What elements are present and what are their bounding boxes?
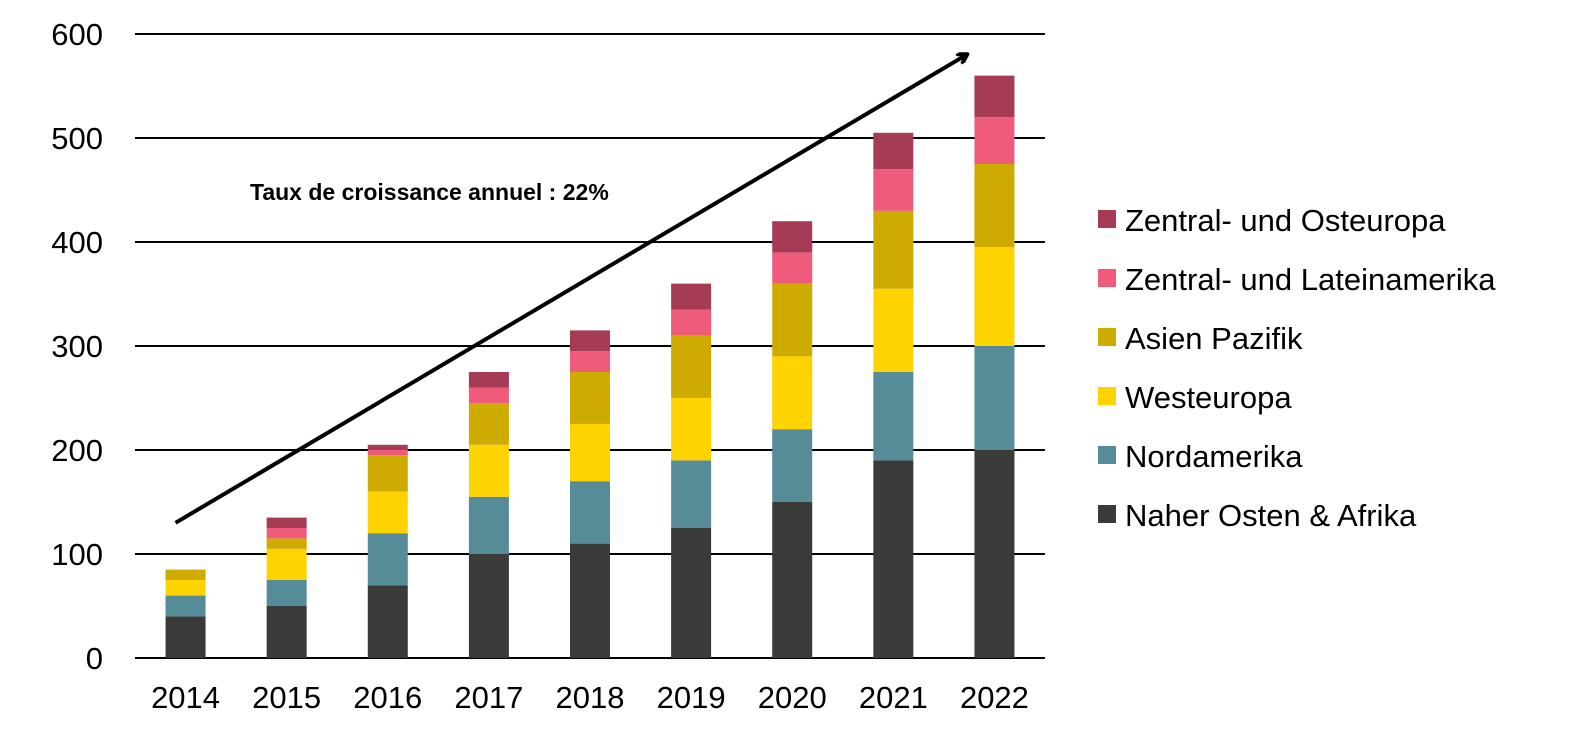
bars	[165, 75, 1015, 658]
legend-swatch	[1098, 505, 1116, 523]
legend-label: Westeuropa	[1125, 380, 1292, 415]
y-tick-label: 300	[51, 329, 103, 364]
bar-segment	[974, 117, 1015, 164]
bar-segment	[570, 372, 610, 424]
legend-swatch	[1098, 328, 1116, 346]
legend-swatch	[1098, 269, 1116, 287]
bar-segment	[165, 569, 206, 580]
bar-segment	[266, 548, 307, 580]
bar-segment	[367, 585, 408, 658]
bar-segment	[671, 283, 712, 310]
bar-segment	[671, 528, 712, 658]
bar-segment	[873, 210, 914, 289]
x-tick-label: 2022	[960, 680, 1029, 715]
y-tick-label: 100	[51, 537, 103, 572]
legend: Zentral- und Osteuropa Zentral- und Latei…	[1098, 203, 1496, 533]
bar-segment	[367, 450, 408, 456]
bar-segment	[671, 335, 712, 398]
bar-segment	[165, 580, 206, 596]
bar-segment	[367, 444, 408, 450]
legend-swatch	[1098, 387, 1116, 405]
x-tick-label: 2019	[657, 680, 726, 715]
bar-segment	[570, 330, 610, 352]
x-tick-label: 2020	[758, 680, 827, 715]
legend-swatch	[1098, 446, 1116, 464]
bar-segment	[266, 580, 307, 606]
y-tick-label: 200	[51, 433, 103, 468]
bar-segment	[468, 403, 509, 445]
bar-segment	[772, 502, 813, 658]
bar-segment	[772, 356, 813, 430]
bar-segment	[772, 252, 813, 284]
bar-segment	[974, 164, 1015, 248]
bar-segment	[772, 429, 813, 502]
y-tick-label: 500	[51, 121, 103, 156]
bar-segment	[266, 528, 307, 539]
legend-label: Asien Pazifik	[1125, 321, 1303, 356]
bar-segment	[468, 387, 509, 404]
legend-label: Zentral- und Lateinamerika	[1125, 262, 1496, 297]
bar-segment	[570, 424, 610, 482]
bar-segment	[468, 554, 509, 658]
trend-arrow	[174, 55, 967, 525]
x-tick-label: 2017	[454, 680, 523, 715]
bar-segment	[468, 372, 509, 388]
legend-swatch	[1098, 210, 1116, 228]
x-tick-label: 2021	[859, 680, 928, 715]
y-tick-label: 400	[51, 225, 103, 260]
bar-segment	[772, 221, 813, 253]
bar-segment	[671, 309, 712, 336]
bar-segment	[266, 606, 307, 658]
legend-label: Zentral- und Osteuropa	[1125, 203, 1446, 238]
bar-segment	[873, 132, 914, 170]
bar-segment	[671, 460, 712, 528]
bar-segment	[974, 346, 1015, 450]
growth-annotation: Taux de croissance annuel : 22%	[250, 179, 609, 205]
x-tick-label: 2014	[151, 680, 220, 715]
bar-segment	[570, 481, 610, 544]
x-axis: 2014 2015 2016 2017 2018 2019 2020 2021 2022	[151, 680, 1029, 715]
bar-segment	[974, 75, 1015, 118]
bar-segment	[873, 288, 914, 372]
bar-segment	[974, 450, 1015, 658]
bar-segment	[570, 543, 610, 658]
y-tick-label: 600	[51, 17, 103, 52]
legend-label: Naher Osten & Afrika	[1125, 498, 1417, 533]
bar-segment	[974, 247, 1015, 346]
bar-segment	[266, 517, 307, 528]
x-tick-label: 2018	[556, 680, 625, 715]
legend-label: Nordamerika	[1125, 439, 1303, 474]
y-axis: 0 100 200 300 400 500 600	[51, 17, 103, 676]
bar-segment	[772, 283, 813, 357]
bar-segment	[165, 616, 206, 658]
bar-segment	[367, 455, 408, 492]
bar-segment	[165, 595, 206, 617]
y-tick-label: 0	[86, 641, 103, 676]
bar-segment	[367, 533, 408, 586]
bar-segment	[570, 351, 610, 372]
bar-segment	[468, 444, 509, 497]
x-tick-label: 2016	[353, 680, 422, 715]
x-tick-label: 2015	[252, 680, 321, 715]
bar-segment	[671, 398, 712, 461]
bar-segment	[873, 169, 914, 211]
bar-segment	[367, 491, 408, 534]
bar-segment	[873, 372, 914, 461]
bar-segment	[468, 496, 509, 554]
bar-segment	[266, 538, 307, 549]
bar-segment	[873, 460, 914, 658]
